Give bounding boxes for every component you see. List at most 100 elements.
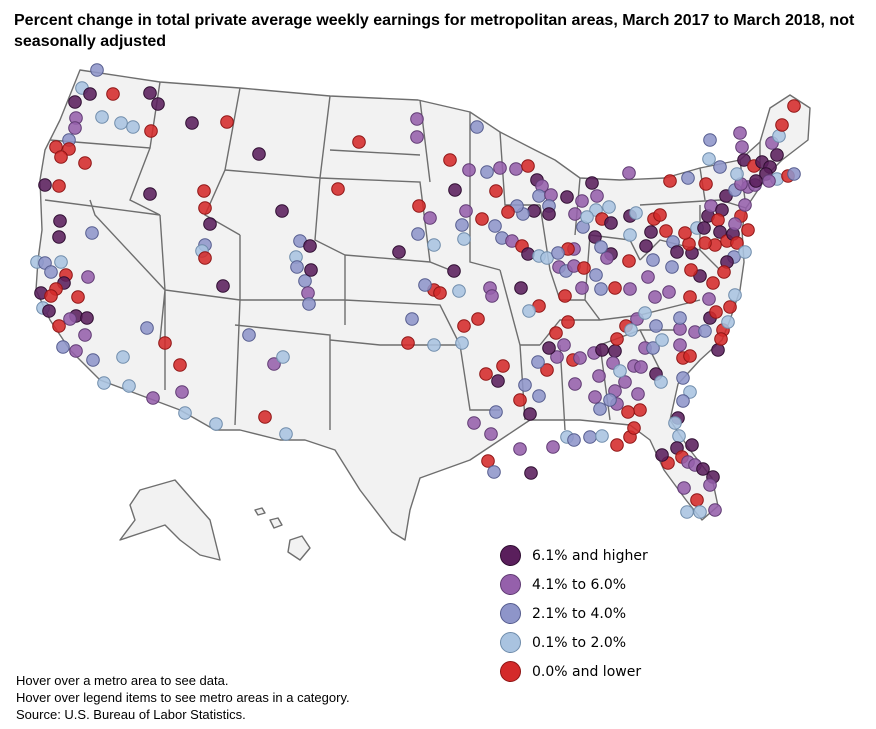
metro-area-marker[interactable] (410, 130, 424, 144)
metro-area-marker[interactable] (787, 167, 801, 181)
metro-area-marker[interactable] (683, 385, 697, 399)
metro-area-marker[interactable] (489, 184, 503, 198)
metro-area-marker[interactable] (97, 376, 111, 390)
metro-area-marker[interactable] (81, 270, 95, 284)
metro-area-marker[interactable] (655, 333, 669, 347)
metro-area-marker[interactable] (676, 394, 690, 408)
metro-area-marker[interactable] (697, 221, 711, 235)
metro-area-marker[interactable] (56, 340, 70, 354)
metro-area-marker[interactable] (467, 416, 481, 430)
metro-area-marker[interactable] (699, 177, 713, 191)
metro-area-marker[interactable] (475, 212, 489, 226)
metro-area-marker[interactable] (593, 402, 607, 416)
metro-area-marker[interactable] (673, 311, 687, 325)
metro-area-marker[interactable] (203, 217, 217, 231)
metro-area-marker[interactable] (702, 292, 716, 306)
metro-area-marker[interactable] (457, 319, 471, 333)
metro-area-marker[interactable] (144, 124, 158, 138)
metro-area-marker[interactable] (594, 240, 608, 254)
metro-area-marker[interactable] (627, 421, 641, 435)
metro-area-marker[interactable] (542, 207, 556, 221)
metro-area-marker[interactable] (670, 245, 684, 259)
metro-area-marker[interactable] (629, 206, 643, 220)
metro-area-marker[interactable] (78, 156, 92, 170)
metro-area-marker[interactable] (178, 406, 192, 420)
metro-area-marker[interactable] (197, 184, 211, 198)
metro-area-marker[interactable] (723, 300, 737, 314)
metro-area-marker[interactable] (38, 178, 52, 192)
metro-area-marker[interactable] (352, 135, 366, 149)
metro-area-marker[interactable] (42, 304, 56, 318)
metro-area-marker[interactable] (709, 305, 723, 319)
metro-area-marker[interactable] (602, 200, 616, 214)
metro-area-marker[interactable] (624, 323, 638, 337)
metro-area-marker[interactable] (595, 343, 609, 357)
metro-area-marker[interactable] (649, 319, 663, 333)
metro-area-marker[interactable] (721, 315, 735, 329)
metro-area-marker[interactable] (175, 385, 189, 399)
metro-area-marker[interactable] (44, 289, 58, 303)
metro-area-marker[interactable] (706, 276, 720, 290)
legend-item-c4[interactable]: 4.1% to 6.0% (500, 574, 720, 603)
metro-area-marker[interactable] (114, 116, 128, 130)
metro-area-marker[interactable] (116, 350, 130, 364)
metro-area-marker[interactable] (634, 360, 648, 374)
metro-area-marker[interactable] (604, 216, 618, 230)
metro-area-marker[interactable] (220, 115, 234, 129)
metro-area-marker[interactable] (304, 263, 318, 277)
metro-area-marker[interactable] (491, 374, 505, 388)
metro-area-marker[interactable] (462, 163, 476, 177)
metro-area-marker[interactable] (665, 260, 679, 274)
metro-area-marker[interactable] (551, 246, 565, 260)
metro-area-marker[interactable] (524, 466, 538, 480)
metro-area-marker[interactable] (622, 254, 636, 268)
metro-area-marker[interactable] (276, 350, 290, 364)
metro-area-marker[interactable] (655, 448, 669, 462)
metro-area-marker[interactable] (523, 407, 537, 421)
metro-area-marker[interactable] (600, 251, 614, 265)
metro-area-marker[interactable] (252, 147, 266, 161)
metro-area-marker[interactable] (303, 239, 317, 253)
metro-area-marker[interactable] (573, 351, 587, 365)
metro-area-marker[interactable] (158, 336, 172, 350)
metro-area-marker[interactable] (151, 97, 165, 111)
metro-area-marker[interactable] (427, 338, 441, 352)
metro-area-marker[interactable] (603, 393, 617, 407)
metro-area-marker[interactable] (558, 289, 572, 303)
metro-area-marker[interactable] (279, 427, 293, 441)
metro-area-marker[interactable] (521, 159, 535, 173)
metro-area-marker[interactable] (677, 481, 691, 495)
metro-area-marker[interactable] (672, 429, 686, 443)
metro-area-marker[interactable] (561, 315, 575, 329)
metro-area-marker[interactable] (631, 387, 645, 401)
metro-area-marker[interactable] (302, 297, 316, 311)
metro-area-marker[interactable] (95, 110, 109, 124)
metro-area-marker[interactable] (258, 410, 272, 424)
metro-area-marker[interactable] (633, 403, 647, 417)
metro-area-marker[interactable] (509, 162, 523, 176)
metro-area-marker[interactable] (646, 253, 660, 267)
metro-area-marker[interactable] (594, 282, 608, 296)
metro-area-marker[interactable] (90, 63, 104, 77)
metro-area-marker[interactable] (568, 207, 582, 221)
metro-area-marker[interactable] (405, 312, 419, 326)
metro-area-marker[interactable] (173, 358, 187, 372)
metro-area-marker[interactable] (608, 281, 622, 295)
metro-area-marker[interactable] (423, 211, 437, 225)
metro-area-marker[interactable] (623, 282, 637, 296)
metro-area-marker[interactable] (53, 214, 67, 228)
metro-area-marker[interactable] (496, 359, 510, 373)
metro-area-marker[interactable] (44, 265, 58, 279)
metro-area-marker[interactable] (608, 344, 622, 358)
metro-area-marker[interactable] (648, 290, 662, 304)
metro-area-marker[interactable] (433, 286, 447, 300)
metro-area-marker[interactable] (646, 341, 660, 355)
metro-area-marker[interactable] (583, 430, 597, 444)
metro-area-marker[interactable] (714, 332, 728, 346)
metro-area-marker[interactable] (762, 174, 776, 188)
metro-area-marker[interactable] (518, 378, 532, 392)
metro-area-marker[interactable] (546, 440, 560, 454)
metro-area-marker[interactable] (610, 438, 624, 452)
metro-area-marker[interactable] (683, 349, 697, 363)
metro-area-marker[interactable] (267, 357, 281, 371)
